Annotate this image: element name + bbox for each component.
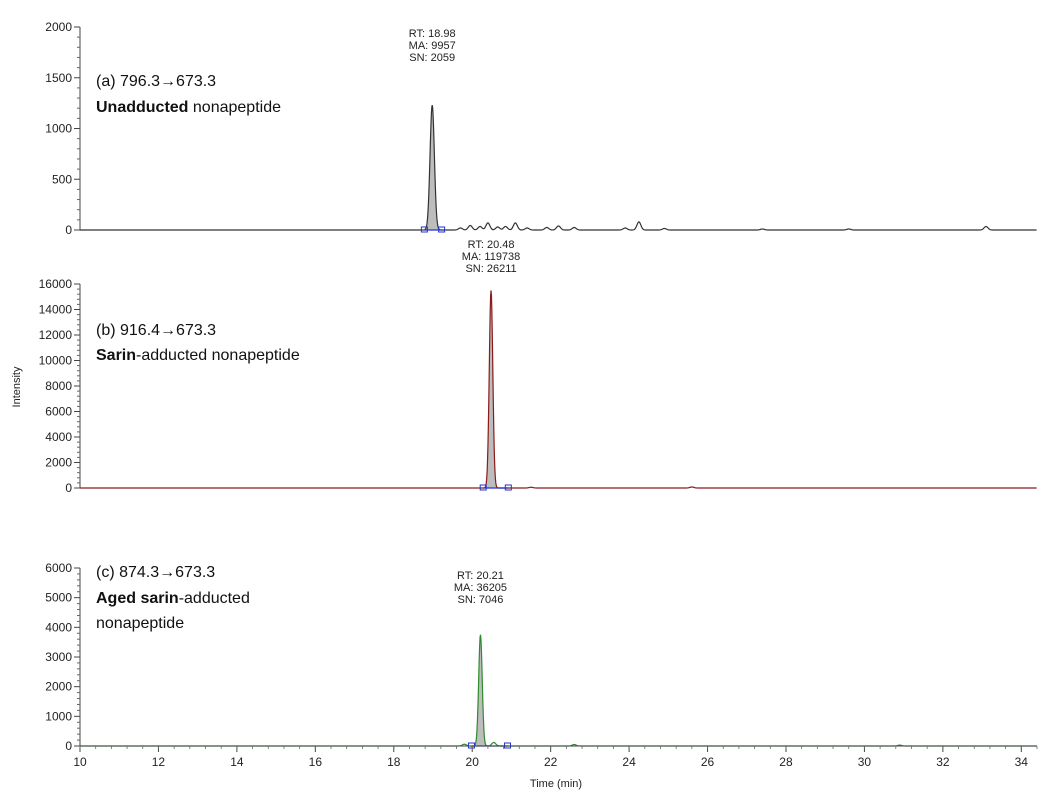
x-tick-label: 18 xyxy=(387,755,401,769)
y-tick-label: 8000 xyxy=(45,379,72,393)
analyte-label-bold: Unadducted xyxy=(96,99,188,116)
analyte-label: Aged sarin-adducted xyxy=(96,590,250,607)
y-tick-label: 4000 xyxy=(45,620,72,634)
peak-annotation-line: MA: 36205 xyxy=(454,582,507,594)
y-tick-label: 0 xyxy=(65,739,72,753)
integration-end-marker xyxy=(438,226,446,233)
x-tick-label: 28 xyxy=(779,755,793,769)
x-tick-label: 10 xyxy=(73,755,87,769)
x-tick-label: 22 xyxy=(544,755,558,769)
x-tick-label: 20 xyxy=(466,755,480,769)
x-tick-label: 26 xyxy=(701,755,715,769)
y-tick-label: 6000 xyxy=(45,405,72,419)
peak-area xyxy=(483,290,499,488)
peak-annotation-line: SN: 7046 xyxy=(458,594,504,606)
peak-area xyxy=(473,634,488,746)
y-tick-label: 1000 xyxy=(45,709,72,723)
y-tick-label: 4000 xyxy=(45,430,72,444)
y-tick-label: 0 xyxy=(65,481,72,495)
analyte-label-rest: -adducted nonapeptide xyxy=(136,347,300,364)
y-axis-title: Intensity xyxy=(11,366,23,407)
x-tick-label: 30 xyxy=(858,755,872,769)
y-tick-label: 12000 xyxy=(39,328,73,342)
y-tick-label: 16000 xyxy=(39,277,73,291)
analyte-label-rest: nonapeptide xyxy=(188,99,281,116)
chromatogram-trace xyxy=(80,290,1037,489)
peak-annotation-line: RT: 20.48 xyxy=(468,239,515,251)
analyte-label-line2: nonapeptide xyxy=(96,615,184,632)
peak-annotation-line: RT: 18.98 xyxy=(409,28,456,40)
y-tick-label: 10000 xyxy=(39,354,73,368)
y-tick-label: 1500 xyxy=(45,71,72,85)
x-tick-label: 16 xyxy=(309,755,323,769)
analyte-label: Unadducted nonapeptide xyxy=(96,99,281,116)
y-tick-label: 3000 xyxy=(45,650,72,664)
transition-label: (b) 916.4→673.3 xyxy=(96,322,216,339)
analyte-label-bold: Aged sarin xyxy=(96,590,179,607)
x-axis-title: Time (min) xyxy=(530,778,582,790)
integration-end-marker xyxy=(504,484,512,491)
y-tick-label: 500 xyxy=(52,172,72,186)
y-tick-label: 14000 xyxy=(39,303,73,317)
x-tick-label: 34 xyxy=(1015,755,1029,769)
x-tick-label: 32 xyxy=(936,755,950,769)
integration-start-marker xyxy=(479,484,487,491)
peak-annotation-line: MA: 119738 xyxy=(462,251,521,263)
x-tick-label: 24 xyxy=(622,755,636,769)
chromatogram-trace xyxy=(80,105,1037,231)
panel-b: 0 2000 4000 6000 8000 10000 12000 14000 16000 RT:… xyxy=(39,239,1037,495)
peak-area xyxy=(423,105,441,230)
transition-label: (a) 796.3→673.3 xyxy=(96,73,216,90)
peak-annotation-line: RT: 20.21 xyxy=(457,570,504,582)
x-tick-label: 14 xyxy=(230,755,244,769)
y-tick-label: 5000 xyxy=(45,591,72,605)
peak-annotation-line: SN: 2059 xyxy=(409,52,455,64)
x-tick-label: 12 xyxy=(152,755,166,769)
y-tick-label: 1000 xyxy=(45,122,72,136)
peak-annotation-line: SN: 26211 xyxy=(465,263,516,275)
y-tick-label: 2000 xyxy=(45,456,72,470)
y-tick-label: 2000 xyxy=(45,20,72,34)
x-axis: 10 12 14 16 18 20 22 24 26 28 30 32 34 xyxy=(73,745,1038,769)
peak-annotation-line: MA: 9957 xyxy=(409,40,456,52)
analyte-label-rest: -adducted xyxy=(179,590,250,607)
analyte-label: Sarin-adducted nonapeptide xyxy=(96,347,300,364)
y-tick-label: 0 xyxy=(65,223,72,237)
chromatogram-trace xyxy=(80,634,1037,747)
analyte-label-bold: Sarin xyxy=(96,347,136,364)
y-tick-label: 2000 xyxy=(45,680,72,694)
y-tick-label: 6000 xyxy=(45,561,72,575)
integration-start-marker xyxy=(420,226,428,233)
transition-label: (c) 874.3→673.3 xyxy=(96,564,215,581)
